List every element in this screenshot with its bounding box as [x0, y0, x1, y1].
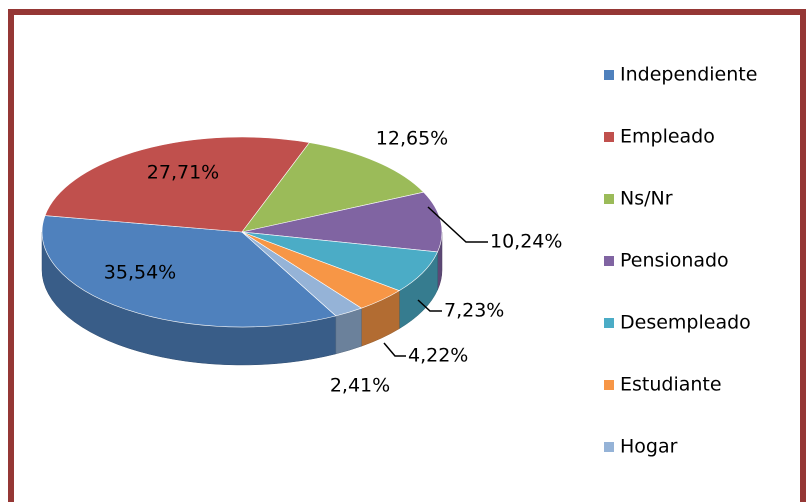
data-label: 4,22%: [408, 345, 468, 367]
legend-label: Hogar: [620, 436, 678, 458]
legend-swatch: [604, 380, 614, 390]
pie-slice: [241, 142, 425, 233]
legend-swatch: [604, 70, 614, 80]
legend-label: Desempleado: [620, 312, 751, 334]
leader-line: [427, 206, 488, 243]
leader-line: [417, 299, 442, 312]
legend-swatch: [604, 442, 614, 452]
legend-swatch: [604, 194, 614, 204]
pie-slice: [241, 231, 363, 317]
data-label: 27,71%: [147, 162, 219, 184]
data-label: 35,54%: [104, 262, 176, 284]
legend-swatch: [604, 256, 614, 266]
legend-label: Estudiante: [620, 374, 722, 396]
legend-label: Ns/Nr: [620, 188, 673, 210]
legend-swatch: [604, 132, 614, 142]
legend-swatch: [604, 318, 614, 328]
legend-label: Empleado: [620, 126, 715, 148]
legend-label: Pensionado: [620, 250, 729, 272]
data-label: 10,24%: [490, 231, 562, 253]
data-label: 12,65%: [376, 128, 448, 150]
data-label: 2,41%: [330, 375, 390, 397]
pie-slice: [44, 136, 310, 233]
leader-line: [383, 342, 406, 357]
legend-label: Independiente: [620, 64, 757, 86]
pie-slice: [41, 215, 337, 328]
data-label: 7,23%: [444, 300, 504, 322]
